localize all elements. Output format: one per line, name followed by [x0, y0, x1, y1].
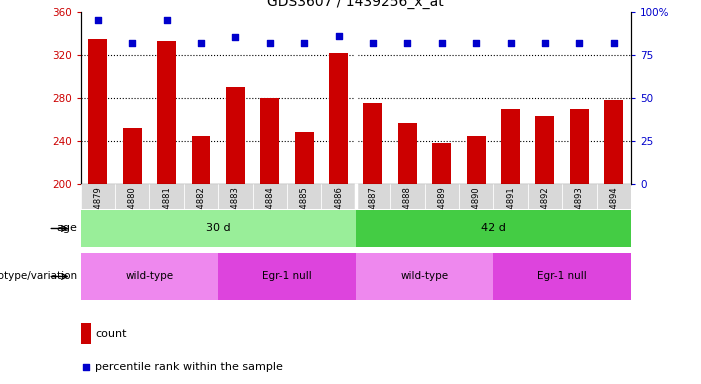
- Bar: [494, 184, 528, 209]
- Bar: [425, 184, 459, 209]
- Bar: [501, 109, 520, 184]
- Text: GSM424889: GSM424889: [437, 186, 447, 237]
- Bar: [364, 103, 383, 184]
- Bar: [494, 253, 631, 300]
- Text: GSM424893: GSM424893: [575, 186, 584, 237]
- Bar: [252, 184, 287, 209]
- Point: [505, 40, 516, 46]
- Point: [333, 33, 344, 39]
- Bar: [294, 132, 313, 184]
- Text: GSM424882: GSM424882: [196, 186, 205, 237]
- Point: [127, 40, 138, 46]
- Bar: [355, 184, 390, 209]
- Bar: [355, 253, 494, 300]
- Text: genotype/variation: genotype/variation: [0, 271, 77, 281]
- Text: GSM424886: GSM424886: [334, 186, 343, 237]
- Bar: [287, 184, 321, 209]
- Point: [573, 40, 585, 46]
- Bar: [597, 184, 631, 209]
- Bar: [123, 128, 142, 184]
- Text: GSM424888: GSM424888: [403, 186, 412, 237]
- Text: GSM424880: GSM424880: [128, 186, 137, 237]
- Text: GSM424885: GSM424885: [299, 186, 308, 237]
- Bar: [218, 253, 355, 300]
- Bar: [398, 123, 417, 184]
- Point: [470, 40, 482, 46]
- Text: age: age: [56, 223, 77, 233]
- Point: [93, 17, 104, 23]
- Text: GSM424884: GSM424884: [265, 186, 274, 237]
- Title: GDS3607 / 1439256_x_at: GDS3607 / 1439256_x_at: [267, 0, 444, 9]
- Bar: [390, 184, 425, 209]
- Bar: [562, 184, 597, 209]
- Bar: [329, 53, 348, 184]
- Bar: [226, 87, 245, 184]
- Bar: [321, 184, 355, 209]
- Text: GSM424890: GSM424890: [472, 186, 481, 237]
- Bar: [88, 38, 107, 184]
- Text: GSM424891: GSM424891: [506, 186, 515, 237]
- Point: [367, 40, 379, 46]
- Bar: [81, 210, 355, 247]
- Bar: [81, 323, 90, 344]
- Text: wild-type: wild-type: [400, 271, 449, 281]
- Text: GSM424883: GSM424883: [231, 186, 240, 237]
- Point: [395, 189, 407, 195]
- Bar: [157, 41, 176, 184]
- Bar: [467, 136, 486, 184]
- Bar: [433, 143, 451, 184]
- Bar: [355, 210, 631, 247]
- Point: [196, 40, 207, 46]
- Bar: [260, 98, 279, 184]
- Text: GSM424879: GSM424879: [93, 186, 102, 237]
- Text: GSM424892: GSM424892: [540, 186, 550, 237]
- Text: GSM424881: GSM424881: [162, 186, 171, 237]
- Text: GSM424894: GSM424894: [609, 186, 618, 237]
- Bar: [528, 184, 562, 209]
- Point: [608, 40, 619, 46]
- Text: percentile rank within the sample: percentile rank within the sample: [95, 362, 283, 372]
- Text: count: count: [95, 329, 126, 339]
- Text: 30 d: 30 d: [206, 223, 231, 233]
- Bar: [149, 184, 184, 209]
- Text: Egr-1 null: Egr-1 null: [262, 271, 312, 281]
- Point: [402, 40, 413, 46]
- Bar: [570, 109, 589, 184]
- Text: 42 d: 42 d: [481, 223, 505, 233]
- Bar: [191, 136, 210, 184]
- Bar: [115, 184, 149, 209]
- Bar: [604, 100, 623, 184]
- Point: [264, 40, 275, 46]
- Bar: [459, 184, 494, 209]
- Point: [539, 40, 550, 46]
- Bar: [81, 253, 218, 300]
- Bar: [218, 184, 252, 209]
- Text: wild-type: wild-type: [125, 271, 173, 281]
- Point: [230, 34, 241, 40]
- Bar: [81, 184, 115, 209]
- Text: Egr-1 null: Egr-1 null: [537, 271, 587, 281]
- Point: [161, 17, 172, 23]
- Point: [436, 40, 447, 46]
- Bar: [184, 184, 218, 209]
- Bar: [536, 116, 554, 184]
- Point: [299, 40, 310, 46]
- Text: GSM424887: GSM424887: [369, 186, 377, 237]
